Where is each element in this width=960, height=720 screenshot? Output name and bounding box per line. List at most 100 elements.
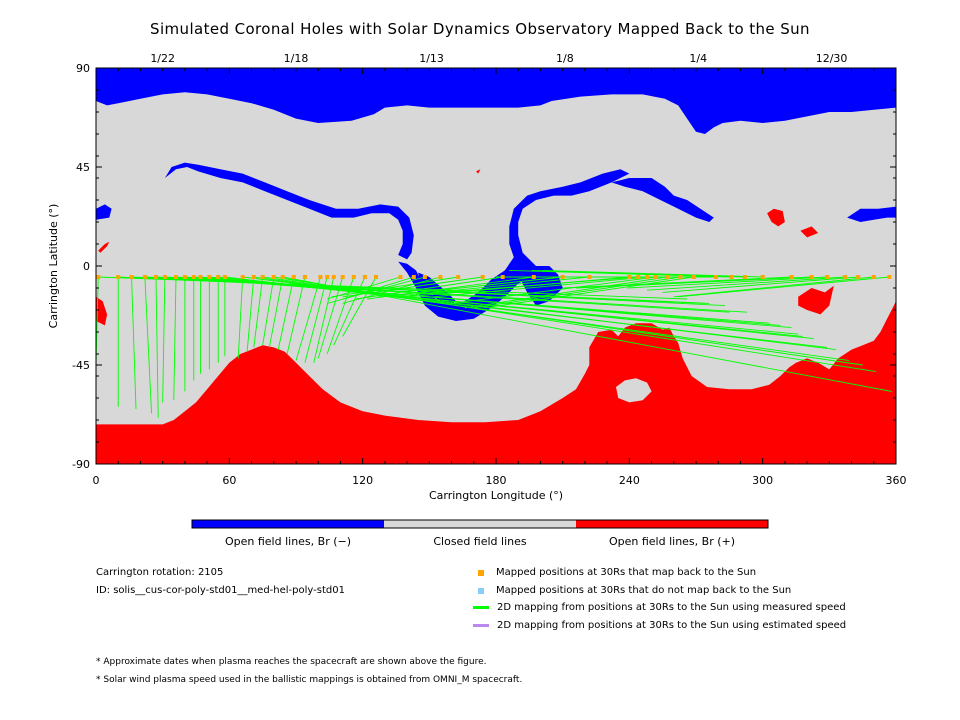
- mapping-line: [451, 276, 657, 304]
- y-tick-label: -90: [72, 458, 90, 471]
- mapped-position-marker: [331, 275, 336, 279]
- mapping-line: [218, 276, 814, 340]
- model-id-label: ID: solis__cus-cor-poly-std01__med-hel-p…: [96, 585, 345, 596]
- map-regions: [96, 68, 896, 464]
- mapped-position-marker: [636, 275, 641, 279]
- mapped-position-marker: [116, 275, 121, 279]
- positive-patch-ne: [767, 208, 785, 227]
- south-polar-coronal-hole: [96, 301, 896, 464]
- lightblue-square-icon: [478, 587, 484, 594]
- mapped-position-marker: [714, 275, 718, 279]
- date-tick-label: 1/4: [689, 52, 707, 65]
- mapped-position-marker: [96, 275, 101, 279]
- mapping-line: [627, 276, 828, 289]
- colorbar-segment: [192, 520, 384, 528]
- legend-measured-label: 2D mapping from positions at 30Rs to the…: [497, 602, 846, 613]
- mapping-line: [647, 276, 845, 291]
- colorbar-label: Open field lines, Br (−): [225, 535, 351, 548]
- mapped-position-marker: [198, 275, 203, 279]
- mapped-position-marker: [260, 275, 265, 279]
- mapped-position-marker: [129, 275, 134, 279]
- carrington-rotation-label: Carrington rotation: 2105: [96, 567, 224, 578]
- mapping-line: [277, 276, 295, 350]
- x-tick-label: 300: [752, 474, 773, 487]
- mapped-position-marker: [142, 275, 147, 279]
- purple-line-icon: [473, 624, 489, 627]
- mapping-line: [313, 276, 335, 363]
- mapped-position-marker: [480, 275, 485, 279]
- mapped-position-marker: [251, 275, 256, 279]
- legend-unmapped-label: Mapped positions at 30Rs that do not map…: [496, 585, 792, 596]
- negative-band-north: [164, 162, 414, 260]
- mapped-position-marker: [362, 275, 367, 279]
- y-tick-label: 90: [76, 62, 90, 75]
- x-tick-label: 240: [619, 474, 640, 487]
- mapped-position-marker: [351, 275, 356, 279]
- orange-square-icon: [478, 569, 484, 576]
- mapped-position-marker: [374, 275, 378, 279]
- mapped-position-marker: [627, 275, 632, 279]
- mapping-line: [131, 276, 137, 410]
- x-tick-label: 360: [886, 474, 907, 487]
- mapped-position-marker: [302, 275, 307, 279]
- mapped-position-marker: [825, 275, 830, 279]
- x-tick-label: 60: [222, 474, 236, 487]
- positive-patch-ne-small: [800, 226, 819, 238]
- mapping-line: [433, 276, 648, 298]
- colorbar-segment: [576, 520, 768, 528]
- x-tick-label: 180: [486, 474, 507, 487]
- mapped-position-marker: [340, 275, 345, 279]
- mapped-position-marker: [154, 275, 158, 279]
- mapped-position-marker: [325, 275, 330, 279]
- footnote-speed: * Solar wind plasma speed used in the ba…: [96, 675, 523, 685]
- y-tick-label: 0: [83, 260, 90, 273]
- positive-dot: [476, 169, 481, 174]
- mapped-position-marker: [654, 275, 658, 279]
- mapped-position-marker: [398, 275, 403, 279]
- colorbar-segment: [384, 520, 576, 528]
- mapping-lines: [95, 269, 892, 418]
- mapped-position-marker: [856, 275, 861, 279]
- green-line-icon: [473, 606, 489, 609]
- colorbar-label: Closed field lines: [433, 535, 527, 548]
- chart-title: Simulated Coronal Holes with Solar Dynam…: [150, 20, 810, 38]
- mapped-position-marker: [318, 275, 323, 279]
- x-tick-label: 120: [352, 474, 373, 487]
- mapping-line: [295, 276, 321, 361]
- mapped-position-marker: [291, 275, 296, 279]
- mapping-line: [575, 276, 812, 289]
- footnote-dates: * Approximate dates when plasma reaches …: [96, 657, 487, 667]
- mapping-line: [155, 276, 159, 418]
- positive-patch: [798, 285, 834, 315]
- mapped-position-marker: [174, 275, 178, 279]
- north-polar-coronal-hole: [96, 68, 896, 134]
- mapped-position-marker: [678, 275, 683, 279]
- mapping-line: [282, 276, 892, 392]
- mapping-line: [173, 276, 177, 401]
- mapped-position-marker: [665, 275, 670, 279]
- negative-right-edge: [847, 206, 896, 222]
- mapped-position-marker: [645, 275, 650, 279]
- mapped-position-marker: [729, 275, 734, 279]
- positive-patch-left: [96, 296, 108, 326]
- mapping-line: [286, 276, 306, 355]
- closed-island: [616, 378, 652, 403]
- mapped-position-marker: [191, 275, 196, 279]
- date-tick-label: 1/13: [419, 52, 444, 65]
- legend-unmapped: Mapped positions at 30Rs that do not map…: [478, 585, 791, 596]
- y-tick-label: 45: [76, 161, 90, 174]
- date-tick-label: 12/30: [816, 52, 848, 65]
- mapped-position-marker: [560, 275, 565, 279]
- negative-central-feature: [398, 169, 630, 321]
- mapped-position-marker: [456, 275, 461, 279]
- mapped-position-marker: [207, 275, 212, 279]
- mapped-position-marker: [280, 275, 285, 279]
- mapped-position-marker: [871, 275, 876, 279]
- legend-mapped-label: Mapped positions at 30Rs that map back t…: [496, 567, 757, 578]
- date-tick-label: 1/18: [284, 52, 309, 65]
- mapping-line: [268, 276, 284, 348]
- mapping-line: [144, 276, 153, 414]
- mapped-position-marker: [887, 275, 892, 279]
- mapped-position-marker: [742, 275, 747, 279]
